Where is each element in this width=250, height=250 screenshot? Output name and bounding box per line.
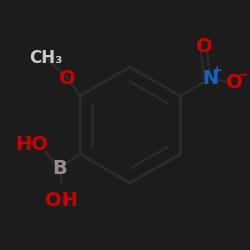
Text: HO: HO (15, 134, 48, 154)
Text: +: + (212, 64, 222, 78)
Text: CH₃: CH₃ (29, 49, 62, 67)
Text: B: B (52, 158, 67, 178)
Text: −: − (238, 68, 248, 82)
Text: N: N (202, 68, 218, 87)
Text: O: O (60, 68, 76, 87)
Text: OH: OH (45, 190, 78, 210)
Text: O: O (226, 72, 242, 92)
Text: O: O (196, 38, 212, 56)
